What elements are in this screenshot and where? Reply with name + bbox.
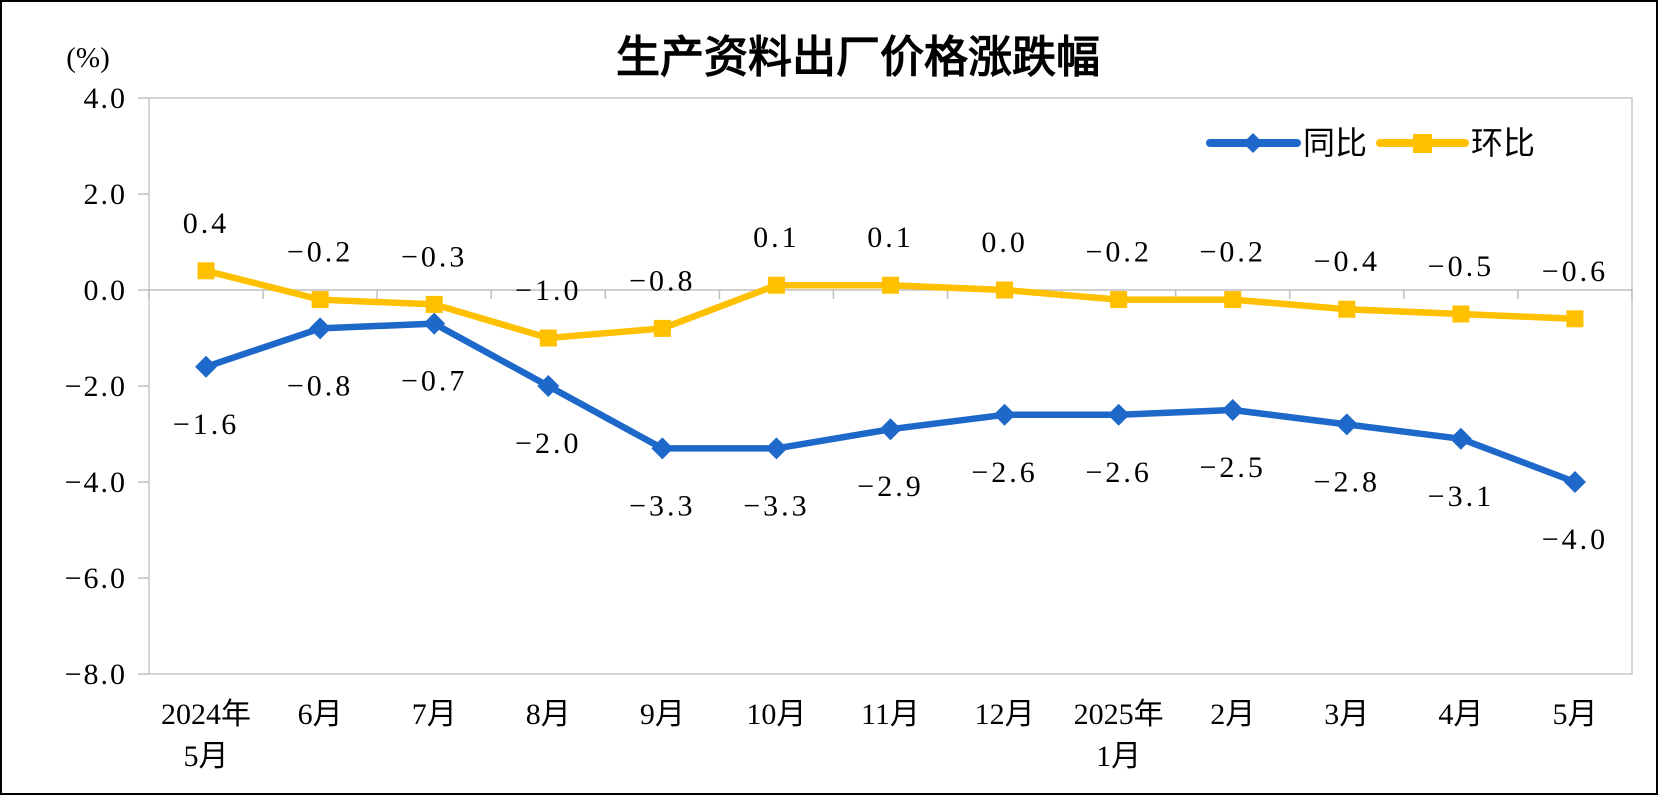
legend-yoy-marker — [1243, 133, 1263, 153]
mom-marker — [1452, 305, 1470, 323]
x-axis-label: 8月 — [526, 698, 571, 731]
yoy-data-label: −2.0 — [515, 427, 581, 460]
y-axis-tick-label: −8.0 — [65, 658, 127, 691]
mom-data-label: 0.1 — [753, 221, 800, 254]
legend-mom-label: 环比 — [1471, 125, 1535, 161]
mom-marker — [996, 281, 1014, 299]
x-axis-label: 2024年 — [161, 698, 251, 731]
x-axis-label: 2025年 — [1074, 698, 1164, 731]
mom-data-label: −0.2 — [287, 236, 353, 269]
mom-data-label: −0.2 — [1200, 236, 1266, 269]
yoy-data-label: −2.5 — [1200, 451, 1266, 484]
mom-data-label: 0.4 — [183, 207, 230, 240]
yoy-data-label: −0.7 — [401, 365, 467, 398]
mom-data-label: −0.4 — [1314, 245, 1380, 278]
y-axis-tick-label: −4.0 — [65, 466, 127, 499]
x-axis-label: 3月 — [1324, 698, 1369, 731]
x-axis-label: 2月 — [1210, 698, 1255, 731]
x-axis-label: 12月 — [975, 698, 1035, 731]
mom-data-label: 0.0 — [981, 226, 1028, 259]
mom-data-label: −0.2 — [1085, 236, 1151, 269]
yoy-marker — [993, 403, 1016, 426]
yoy-data-label: −0.8 — [287, 369, 353, 402]
yoy-data-label: −3.3 — [743, 489, 809, 522]
chart-title: 生产资料出厂价格涨跌幅 — [616, 33, 1100, 82]
mom-marker — [882, 276, 899, 294]
yoy-marker — [765, 437, 788, 460]
x-axis-label: 5月 — [1552, 698, 1597, 731]
yoy-data-label: −2.6 — [971, 456, 1037, 489]
x-axis-label: 6月 — [298, 698, 343, 731]
x-axis-label: 7月 — [412, 698, 457, 731]
yoy-marker — [195, 355, 218, 378]
y-axis-unit-label: (%) — [66, 42, 109, 74]
axes: 4.0 2.0 0.0 −2.0 −4.0 −6.0 −8.0 2024年 5月 6月 7月 8月 9月… — [65, 82, 1633, 773]
y-axis-tick-label: 2.0 — [84, 178, 128, 211]
mom-marker — [653, 319, 671, 337]
y-axis-tick-label: −6.0 — [65, 562, 127, 595]
mom-marker — [1224, 291, 1242, 309]
x-axis-label: 4月 — [1438, 698, 1483, 731]
mom-marker — [1110, 291, 1128, 309]
yoy-data-label: −1.6 — [173, 408, 239, 441]
legend: 同比 环比 — [1206, 125, 1535, 161]
mom-data-label: −0.6 — [1542, 255, 1608, 288]
plot-area-border — [148, 97, 1633, 675]
yoy-data-label: −2.8 — [1314, 465, 1380, 498]
mom-data-label: −0.8 — [629, 264, 695, 297]
x-axis-label: 9月 — [640, 698, 685, 731]
y-axis-tick-label: 4.0 — [84, 82, 128, 115]
yoy-marker — [1107, 403, 1130, 426]
series-layer: −1.6 −0.8 −0.7 −2.0 −3.3 −3.3 −2.9 −2.6 −2.6 −2.5… — [173, 207, 1608, 556]
yoy-marker — [651, 437, 674, 460]
mom-marker — [1338, 300, 1356, 318]
yoy-marker — [1563, 471, 1586, 493]
mom-marker — [1566, 310, 1584, 328]
mom-marker — [311, 291, 329, 309]
yoy-marker — [1335, 413, 1358, 436]
y-axis-tick-label: 0.0 — [84, 274, 128, 307]
x-axis-label: 11月 — [861, 698, 920, 731]
yoy-marker — [537, 375, 560, 397]
legend-yoy-label: 同比 — [1303, 125, 1367, 161]
mom-marker — [425, 295, 443, 313]
yoy-data-label: −3.1 — [1428, 480, 1494, 513]
mom-marker — [197, 262, 215, 280]
yoy-marker — [879, 418, 902, 441]
mom-data-label: −1.0 — [515, 274, 581, 307]
yoy-marker — [423, 312, 446, 335]
yoy-data-label: −4.0 — [1542, 523, 1608, 556]
yoy-data-label: −3.3 — [629, 489, 695, 522]
yoy-marker — [309, 317, 332, 340]
mom-data-label: −0.5 — [1428, 250, 1494, 283]
y-axis-tick-label: −2.0 — [65, 370, 127, 403]
mom-marker — [539, 329, 557, 347]
yoy-line — [202, 320, 1579, 486]
yoy-data-label: −2.6 — [1085, 456, 1151, 489]
yoy-marker — [1449, 427, 1472, 450]
legend-mom-marker — [1413, 134, 1432, 153]
mom-data-label: 0.1 — [867, 221, 914, 254]
mom-data-label: −0.3 — [401, 240, 467, 273]
yoy-marker — [1221, 399, 1244, 421]
mom-marker — [767, 276, 785, 294]
x-axis-label: 1月 — [1096, 740, 1141, 773]
x-axis-label: 5月 — [184, 740, 229, 773]
x-axis-label: 10月 — [746, 698, 806, 731]
yoy-data-label: −2.9 — [857, 470, 923, 503]
